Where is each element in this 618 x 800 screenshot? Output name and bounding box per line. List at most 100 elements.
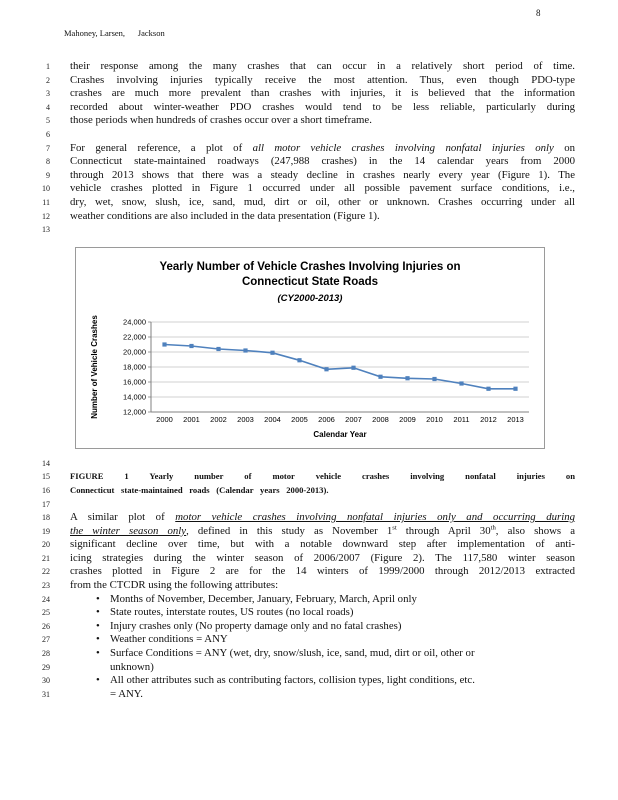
svg-text:2002: 2002 — [210, 415, 227, 424]
line-number: 28 — [42, 649, 50, 659]
bullet-icon: • — [96, 592, 100, 605]
bullet-icon: • — [96, 633, 100, 646]
line-text: icing strategies during the winter seaso… — [70, 551, 575, 564]
figure-caption-line: 16 Connecticut state-maintained roads (Ca… — [42, 484, 575, 498]
doc-line: 11 dry, wet, snow, slush, ice, sand, mud,… — [42, 195, 575, 210]
line-text: the winter season only, defined in this … — [70, 524, 575, 537]
doc-line: 21 icing strategies during the winter sea… — [42, 551, 575, 566]
bullet-icon: • — [96, 674, 100, 687]
svg-text:2007: 2007 — [345, 415, 362, 424]
chart-title-line1: Yearly Number of Vehicle Crashes Involvi… — [159, 260, 461, 273]
line-number: 20 — [42, 540, 50, 550]
line-number: 27 — [42, 635, 50, 645]
line-text: from the CTCDR using the following attri… — [70, 579, 279, 592]
svg-text:2005: 2005 — [291, 415, 308, 424]
line-number: 16 — [42, 485, 50, 495]
figure-1-chart: Yearly Number of Vehicle Crashes Involvi… — [75, 246, 545, 449]
line-number: 8 — [46, 157, 50, 167]
line-text: crashes are much more prevalent than cra… — [70, 87, 575, 100]
doc-line: 9 through 2013 shows that there was a ste… — [46, 168, 575, 183]
line-text: weather conditions are also included in … — [70, 209, 380, 222]
text-block-top: 1 their response among the many crashes t… — [42, 60, 576, 237]
line-text: • State routes, interstate routes, US rou… — [96, 606, 354, 619]
doc-line: 31 = ANY. — [42, 687, 575, 702]
line-number: 30 — [42, 676, 50, 686]
line-number: 15 — [42, 472, 50, 482]
doc-line: 26 • Injury crashes only (No property dama… — [42, 619, 575, 634]
line-text: For general reference, a plot of all mot… — [70, 141, 576, 154]
line-number: 12 — [42, 211, 50, 221]
bullet-icon: • — [96, 619, 100, 632]
doc-line: 8 Connecticut state-maintained roadways (… — [46, 155, 575, 169]
svg-text:2013: 2013 — [507, 415, 524, 424]
line-number: 2 — [46, 75, 50, 85]
line-number: 9 — [46, 170, 50, 180]
line-number: 25 — [42, 608, 50, 618]
figure-caption-line: 15 FIGURE 1 Yearly number of motor vehicl… — [42, 470, 575, 484]
line-number: 19 — [42, 526, 50, 536]
svg-text:Number of Vehicle Crashes: Number of Vehicle Crashes — [90, 314, 99, 418]
header-authors: Mahoney, Larsen, Jackson — [64, 28, 165, 38]
line-number: 24 — [42, 594, 50, 604]
line-text: Connecticut state-maintained roadways (2… — [70, 155, 575, 168]
line-text: A similar plot of motor vehicle crashes … — [70, 511, 576, 524]
doc-line: 19 the winter season only, defined in thi… — [42, 524, 575, 539]
doc-line: 13 — [42, 223, 575, 237]
line-text: unknown) — [110, 660, 154, 673]
line-text: Crashes involving injuries typically rec… — [70, 73, 575, 86]
line-number: 14 — [42, 458, 50, 468]
chart-title-line2: Connecticut State Roads — [241, 275, 379, 288]
line-text: recorded about winter-weather PDO crashe… — [70, 100, 575, 113]
svg-text:2006: 2006 — [318, 415, 335, 424]
line-number: 21 — [42, 553, 50, 563]
doc-line: 28 • Surface Conditions = ANY (wet, dry, s… — [42, 647, 575, 661]
doc-line: 5 those periods when hundreds of crashes … — [46, 114, 575, 128]
line-number: 6 — [46, 129, 50, 139]
line-number: 10 — [42, 184, 50, 194]
svg-text:20,000: 20,000 — [123, 347, 146, 356]
line-text: • Injury crashes only (No property damage… — [96, 619, 402, 632]
bullet-icon: • — [96, 647, 100, 660]
line-text: crashes plotted in Figure 2 are for the … — [70, 565, 575, 578]
svg-text:12,000: 12,000 — [123, 407, 146, 416]
line-number: 1 — [46, 62, 50, 71]
line-text: • Weather conditions = ANY — [96, 633, 228, 646]
svg-text:2004: 2004 — [264, 415, 281, 424]
svg-text:2012: 2012 — [480, 415, 497, 424]
svg-text:2011: 2011 — [453, 415, 469, 424]
line-text: = ANY. — [110, 687, 143, 700]
line-text: through 2013 shows that there was a stea… — [70, 168, 575, 181]
line-number: 31 — [42, 689, 50, 699]
line-number: 4 — [46, 102, 50, 112]
doc-line: 18 A similar plot of motor vehicle crashe… — [42, 511, 576, 525]
line-text: dry, wet, snow, slush, ice, sand, mud, d… — [70, 195, 575, 208]
doc-line: 1 their response among the many crashes t… — [46, 60, 575, 74]
doc-line: 2 Crashes involving injuries typically re… — [46, 73, 575, 88]
doc-line: 25 • State routes, interstate routes, US r… — [42, 606, 575, 620]
page-content: 1 their response among the many crashes t… — [42, 60, 576, 702]
doc-line: 22 crashes plotted in Figure 2 are for th… — [42, 565, 575, 579]
svg-text:2000: 2000 — [156, 415, 173, 424]
text-block-bottom: 14 15 FIGURE 1 Yearly number of motor vehi… — [42, 457, 576, 702]
line-number: 17 — [42, 499, 50, 509]
svg-text:14,000: 14,000 — [123, 392, 146, 401]
doc-line: 30 • All other attributes such as contribu… — [42, 674, 575, 688]
line-number: 22 — [42, 567, 50, 577]
line-number: 7 — [46, 143, 50, 153]
svg-text:2003: 2003 — [237, 415, 254, 424]
line-number: 23 — [42, 581, 50, 591]
doc-line: 20 significant decline over time, but wit… — [42, 538, 575, 552]
doc-line: 17 — [42, 498, 575, 512]
svg-text:2001: 2001 — [183, 415, 200, 424]
svg-text:2009: 2009 — [399, 415, 416, 424]
line-number: 18 — [42, 513, 50, 523]
doc-line: 27 • Weather conditions = ANY — [42, 633, 575, 647]
svg-text:18,000: 18,000 — [123, 362, 146, 371]
line-text: those periods when hundreds of crashes o… — [70, 114, 372, 127]
svg-text:Calendar Year: Calendar Year — [313, 430, 366, 439]
line-text: FIGURE 1 Yearly number of motor vehicle … — [70, 471, 575, 482]
line-number: 29 — [42, 662, 50, 672]
doc-line: 4 recorded about winter-weather PDO crash… — [46, 100, 575, 115]
chart-subtitle: (CY2000-2013) — [277, 292, 343, 304]
